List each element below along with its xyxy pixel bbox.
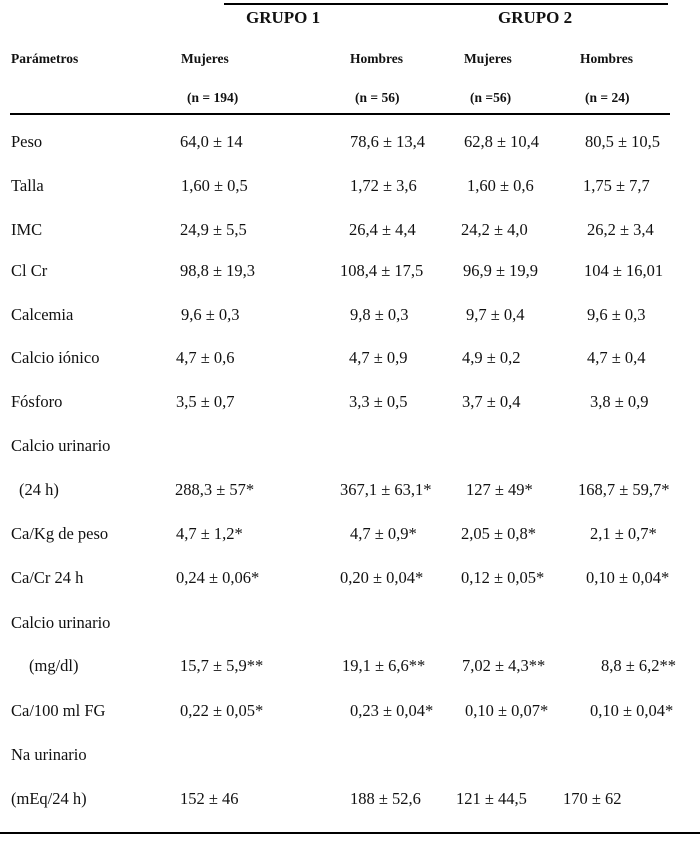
col1-n: (n = 194) (187, 90, 239, 105)
group1-title: GRUPO 1 (246, 8, 321, 27)
cell-value: 288,3 ± 57* (175, 480, 255, 499)
cell-value: 24,2 ± 4,0 (461, 220, 528, 239)
cell-value: 3,8 ± 0,9 (590, 392, 649, 411)
col2-n: (n = 56) (355, 90, 400, 105)
cell-value: 367,1 ± 63,1* (340, 480, 432, 499)
cell-value: 170 ± 62 (563, 789, 622, 808)
header-rule (10, 113, 670, 115)
cell-value: 0,22 ± 0,05* (180, 701, 264, 720)
row-label: Calcio iónico (11, 348, 100, 367)
cell-value: 80,5 ± 10,5 (585, 132, 661, 151)
cell-value: 0,10 ± 0,04* (586, 568, 670, 587)
cell-value: 9,8 ± 0,3 (350, 305, 409, 324)
cell-value: 108,4 ± 17,5 (340, 261, 424, 280)
cell-value: 121 ± 44,5 (456, 789, 527, 808)
col1-sex: Mujeres (181, 51, 229, 66)
cell-value: 1,75 ± 7,7 (583, 176, 650, 195)
row-label: Calcio urinario (11, 613, 111, 632)
cell-value: 1,72 ± 3,6 (350, 176, 417, 195)
top-rule (224, 3, 668, 5)
row-label: Talla (11, 176, 44, 195)
col3-n: (n =56) (470, 90, 512, 105)
cell-value: 4,7 ± 1,2* (176, 524, 243, 543)
cell-value: 9,7 ± 0,4 (466, 305, 525, 324)
row-label: (mEq/24 h) (11, 789, 87, 808)
row-label: Calcio urinario (11, 436, 111, 455)
cell-value: 2,05 ± 0,8* (461, 524, 537, 543)
cell-value: 2,1 ± 0,7* (590, 524, 657, 543)
cell-value: 0,10 ± 0,07* (465, 701, 549, 720)
group2-title: GRUPO 2 (498, 8, 573, 27)
row-label: IMC (11, 220, 43, 239)
cell-value: 19,1 ± 6,6** (342, 656, 426, 675)
param-header: Parámetros (11, 51, 79, 66)
cell-value: 188 ± 52,6 (350, 789, 421, 808)
row-label: Ca/100 ml FG (11, 701, 106, 720)
cell-value: 7,02 ± 4,3** (462, 656, 546, 675)
cell-value: 3,3 ± 0,5 (349, 392, 408, 411)
col4-sex: Hombres (580, 51, 633, 66)
row-label: Peso (11, 132, 43, 151)
cell-value: 98,8 ± 19,3 (180, 261, 256, 280)
row-label: Na urinario (11, 745, 87, 764)
cell-value: 15,7 ± 5,9** (180, 656, 264, 675)
cell-value: 4,7 ± 0,6 (176, 348, 235, 367)
cell-value: 3,5 ± 0,7 (176, 392, 235, 411)
cell-value: 0,20 ± 0,04* (340, 568, 424, 587)
row-label: (mg/dl) (29, 656, 79, 675)
bottom-rule (0, 832, 700, 834)
cell-value: 64,0 ± 14 (180, 132, 243, 151)
row-label: (24 h) (19, 480, 59, 499)
cell-value: 9,6 ± 0,3 (587, 305, 646, 324)
cell-value: 0,12 ± 0,05* (461, 568, 545, 587)
cell-value: 152 ± 46 (180, 789, 239, 808)
row-label: Calcemia (11, 305, 74, 324)
cell-value: 4,7 ± 0,4 (587, 348, 646, 367)
cell-value: 1,60 ± 0,5 (181, 176, 248, 195)
cell-value: 1,60 ± 0,6 (467, 176, 534, 195)
cell-value: 26,4 ± 4,4 (349, 220, 416, 239)
cell-value: 4,7 ± 0,9 (349, 348, 408, 367)
cell-value: 9,6 ± 0,3 (181, 305, 240, 324)
row-label: Cl Cr (11, 261, 48, 280)
col4-n: (n = 24) (585, 90, 630, 105)
cell-value: 0,10 ± 0,04* (590, 701, 674, 720)
cell-value: 3,7 ± 0,4 (462, 392, 521, 411)
cell-value: 62,8 ± 10,4 (464, 132, 540, 151)
row-label: Ca/Cr 24 h (11, 568, 84, 587)
row-label: Fósforo (11, 392, 63, 411)
row-label: Ca/Kg de peso (11, 524, 109, 543)
cell-value: 168,7 ± 59,7* (578, 480, 670, 499)
cell-value: 8,8 ± 6,2** (601, 656, 677, 675)
cell-value: 127 ± 49* (466, 480, 533, 499)
cell-value: 0,23 ± 0,04* (350, 701, 434, 720)
col2-sex: Hombres (350, 51, 403, 66)
cell-value: 4,9 ± 0,2 (462, 348, 521, 367)
cell-value: 24,9 ± 5,5 (180, 220, 247, 239)
cell-value: 0,24 ± 0,06* (176, 568, 260, 587)
cell-value: 26,2 ± 3,4 (587, 220, 654, 239)
cell-value: 104 ± 16,01 (584, 261, 664, 280)
cell-value: 4,7 ± 0,9* (350, 524, 417, 543)
cell-value: 96,9 ± 19,9 (463, 261, 539, 280)
col3-sex: Mujeres (464, 51, 512, 66)
cell-value: 78,6 ± 13,4 (350, 132, 426, 151)
